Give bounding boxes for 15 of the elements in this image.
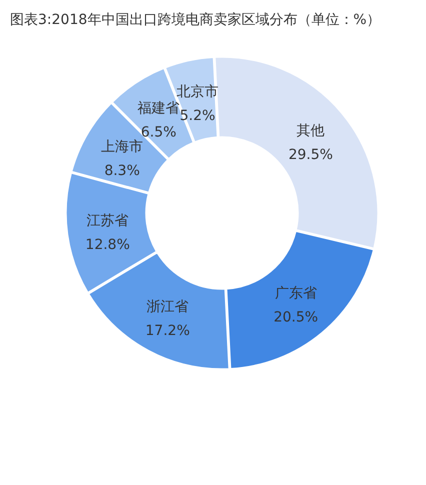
slice-label: 其他 bbox=[296, 123, 325, 140]
data-label: 20.5% bbox=[274, 310, 318, 326]
data-label: 29.5% bbox=[288, 147, 333, 164]
data-label: 17.2% bbox=[145, 322, 190, 339]
slice-label: 北京市 bbox=[176, 84, 219, 100]
slice-label: 江苏省 bbox=[86, 212, 129, 229]
slice-label: 上海市 bbox=[101, 139, 144, 156]
data-label: 12.8% bbox=[85, 236, 130, 253]
slice-label: 广东省 bbox=[274, 286, 317, 302]
slice-label: 福建省 bbox=[138, 100, 180, 116]
data-label: 6.5% bbox=[140, 124, 176, 140]
data-label: 5.2% bbox=[180, 108, 216, 124]
chart-title: 图表3:2018年中国出口跨境电商卖家区域分布（单位：%） bbox=[10, 12, 381, 28]
slice-label: 浙江省 bbox=[146, 298, 189, 315]
data-label: 8.3% bbox=[104, 163, 140, 180]
